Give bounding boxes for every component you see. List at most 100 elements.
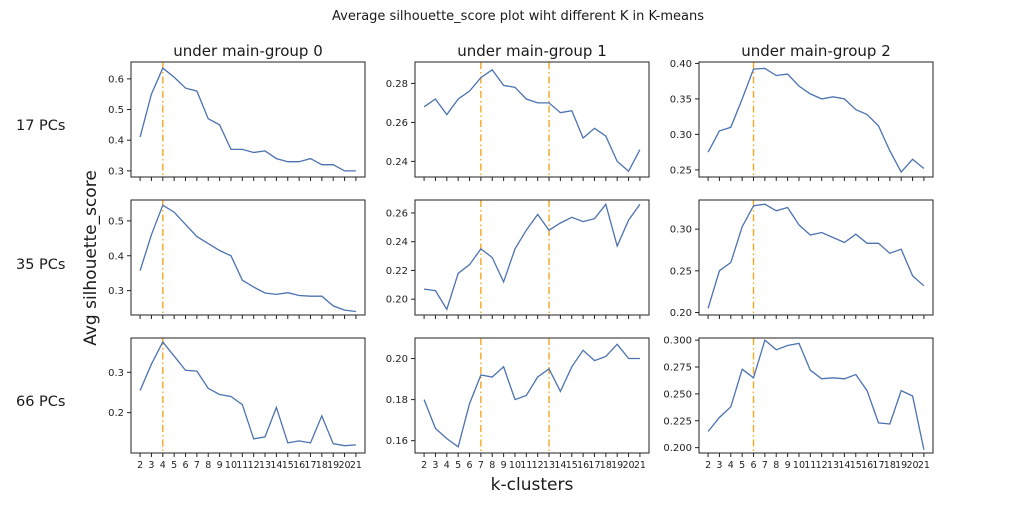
x-tick-label: 5	[455, 460, 461, 471]
y-tick-label: 0.20	[386, 354, 408, 365]
x-tick-label: 12	[248, 460, 260, 471]
x-tick-label: 21	[634, 460, 646, 471]
x-tick-label: 3	[716, 460, 722, 471]
column-title-0: under main-group 0	[173, 42, 323, 60]
series-line	[707, 203, 925, 309]
x-tick-label: 19	[327, 460, 339, 471]
x-tick-label: 9	[217, 460, 223, 471]
y-tick-label: 0.26	[386, 118, 408, 129]
x-tick-label: 11	[520, 460, 532, 471]
x-tick-label: 15	[566, 460, 578, 471]
x-tick-label: 7	[478, 460, 484, 471]
x-axis-label: k-clusters	[490, 475, 574, 495]
row-label-0: 17 PCs	[16, 118, 66, 134]
subplot-0-1: 0.24 0.26 0.28	[386, 61, 650, 181]
x-tick-label: 15	[850, 460, 862, 471]
axes-frame	[698, 199, 934, 316]
x-tick-label: 19	[895, 460, 907, 471]
x-tick-label: 6	[183, 460, 189, 471]
y-tick-label: 0.35	[670, 94, 692, 105]
x-tick-label: 17	[304, 460, 316, 471]
x-tick-label: 8	[205, 460, 211, 471]
subplot-1-1: 0.20 0.22 0.24 0.26	[386, 199, 650, 319]
y-tick-label: 0.3	[108, 286, 124, 297]
x-tick-label: 10	[793, 460, 805, 471]
x-tick-label: 6	[751, 460, 757, 471]
y-tick-label: 0.275	[663, 363, 692, 374]
subplot-0-2: 0.25 0.30 0.35 0.40	[670, 59, 934, 181]
x-tick-label: 3	[148, 460, 154, 471]
y-tick-label: 0.28	[386, 79, 408, 90]
x-tick-label: 8	[773, 460, 779, 471]
x-tick-label: 18	[884, 460, 896, 471]
x-tick-label: 21	[350, 460, 362, 471]
series-line	[139, 67, 356, 172]
column-title-2: under main-group 2	[741, 42, 891, 60]
y-tick-label: 0.3	[108, 368, 124, 379]
x-tick-label: 20	[623, 460, 635, 471]
x-tick-label: 14	[838, 460, 850, 471]
y-tick-label: 0.200	[663, 443, 692, 454]
x-tick-label: 19	[611, 460, 623, 471]
x-tick-label: 10	[225, 460, 237, 471]
x-tick-label: 9	[501, 460, 507, 471]
axes-frame	[414, 199, 650, 316]
x-tick-label: 7	[194, 460, 200, 471]
y-tick-label: 0.25	[670, 266, 692, 277]
x-tick-label: 12	[532, 460, 544, 471]
subplot-0-0: 0.3 0.4 0.5 0.6	[108, 61, 366, 181]
y-tick-label: 0.22	[386, 266, 408, 277]
y-tick-label: 0.18	[386, 395, 408, 406]
x-tick-label: 6	[467, 460, 473, 471]
x-tick-label: 15	[282, 460, 294, 471]
x-tick-label: 14	[554, 460, 566, 471]
x-tick-label: 5	[171, 460, 177, 471]
y-tick-label: 0.30	[670, 225, 692, 236]
y-tick-label: 0.24	[386, 157, 408, 168]
figure-title: Average silhouette_score plot wiht diffe…	[332, 9, 704, 24]
x-tick-label: 13	[827, 460, 839, 471]
x-tick-label: 7	[762, 460, 768, 471]
x-tick-label: 20	[907, 460, 919, 471]
x-tick-label: 3	[432, 460, 438, 471]
y-tick-label: 0.26	[386, 208, 408, 219]
axes-frame	[130, 61, 366, 178]
y-tick-label: 0.20	[386, 295, 408, 306]
y-tick-label: 0.4	[108, 251, 124, 262]
axes-frame	[414, 337, 650, 454]
x-tick-label: 4	[728, 460, 734, 471]
x-tick-label: 2	[421, 460, 427, 471]
y-tick-label: 0.20	[670, 308, 692, 319]
x-tick-label: 5	[739, 460, 745, 471]
subplot-1-0: 0.3 0.4 0.5	[108, 199, 366, 319]
axes-frame	[130, 337, 366, 454]
series-line	[707, 338, 925, 450]
subplot-2-0: 0.2 0.3 2 3 4 5 6 7 8 9 10 11 12 13 14 15 16 17 18 19 20 21	[108, 337, 366, 471]
x-tick-label: 9	[785, 460, 791, 471]
y-tick-label: 0.300	[663, 336, 692, 347]
y-tick-label: 0.4	[108, 136, 124, 147]
x-tick-label: 17	[872, 460, 884, 471]
axes-frame	[130, 199, 366, 316]
series-line	[423, 343, 640, 448]
row-label-1: 35 PCs	[16, 257, 66, 273]
x-tick-label: 13	[259, 460, 271, 471]
x-tick-label: 17	[588, 460, 600, 471]
axes-frame	[698, 61, 934, 178]
column-title-1: under main-group 1	[457, 42, 607, 60]
x-tick-label: 10	[509, 460, 521, 471]
x-tick-label: 13	[543, 460, 555, 471]
y-tick-label: 0.6	[108, 74, 124, 85]
row-label-2: 66 PCs	[16, 394, 66, 410]
x-tick-label: 2	[137, 460, 143, 471]
x-tick-label: 16	[293, 460, 305, 471]
x-tick-label: 8	[489, 460, 495, 471]
x-tick-label: 14	[270, 460, 282, 471]
x-tick-label: 2	[705, 460, 711, 471]
x-tick-label: 16	[577, 460, 589, 471]
x-tick-label: 12	[816, 460, 828, 471]
y-tick-label: 0.3	[108, 166, 124, 177]
